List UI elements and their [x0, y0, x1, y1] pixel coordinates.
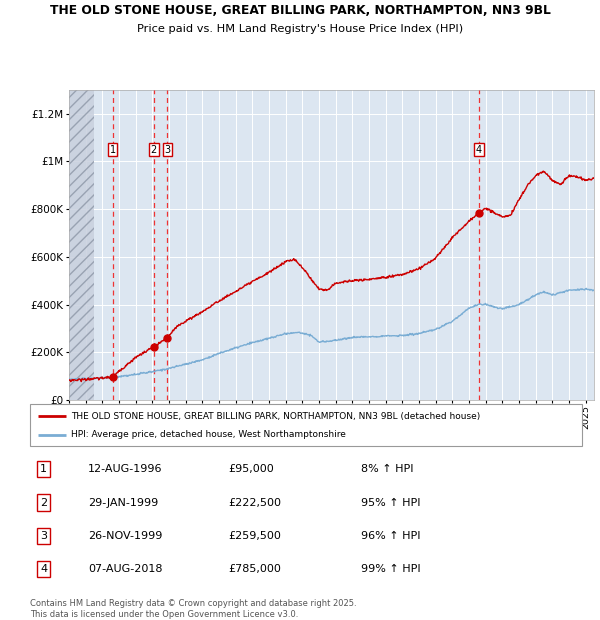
Text: 1: 1: [110, 144, 116, 154]
Text: 1: 1: [40, 464, 47, 474]
Text: £222,500: £222,500: [229, 498, 282, 508]
Text: 12-AUG-1996: 12-AUG-1996: [88, 464, 163, 474]
Text: 96% ↑ HPI: 96% ↑ HPI: [361, 531, 421, 541]
Text: 8% ↑ HPI: 8% ↑ HPI: [361, 464, 414, 474]
Text: 07-AUG-2018: 07-AUG-2018: [88, 564, 163, 574]
Text: HPI: Average price, detached house, West Northamptonshire: HPI: Average price, detached house, West…: [71, 430, 346, 439]
Text: 26-NOV-1999: 26-NOV-1999: [88, 531, 163, 541]
Text: 29-JAN-1999: 29-JAN-1999: [88, 498, 158, 508]
Text: 99% ↑ HPI: 99% ↑ HPI: [361, 564, 421, 574]
Text: 3: 3: [164, 144, 170, 154]
Text: 4: 4: [476, 144, 482, 154]
Bar: [69, 90, 94, 400]
Text: 4: 4: [40, 564, 47, 574]
Text: 3: 3: [40, 531, 47, 541]
Text: £95,000: £95,000: [229, 464, 274, 474]
Text: Price paid vs. HM Land Registry's House Price Index (HPI): Price paid vs. HM Land Registry's House …: [137, 24, 463, 33]
Text: 2: 2: [151, 144, 157, 154]
Text: £785,000: £785,000: [229, 564, 281, 574]
Text: THE OLD STONE HOUSE, GREAT BILLING PARK, NORTHAMPTON, NN3 9BL (detached house): THE OLD STONE HOUSE, GREAT BILLING PARK,…: [71, 412, 481, 420]
Text: 2: 2: [40, 498, 47, 508]
Text: THE OLD STONE HOUSE, GREAT BILLING PARK, NORTHAMPTON, NN3 9BL: THE OLD STONE HOUSE, GREAT BILLING PARK,…: [50, 4, 550, 17]
Text: £259,500: £259,500: [229, 531, 281, 541]
Text: 95% ↑ HPI: 95% ↑ HPI: [361, 498, 421, 508]
Text: Contains HM Land Registry data © Crown copyright and database right 2025.
This d: Contains HM Land Registry data © Crown c…: [30, 600, 356, 619]
FancyBboxPatch shape: [30, 404, 582, 446]
